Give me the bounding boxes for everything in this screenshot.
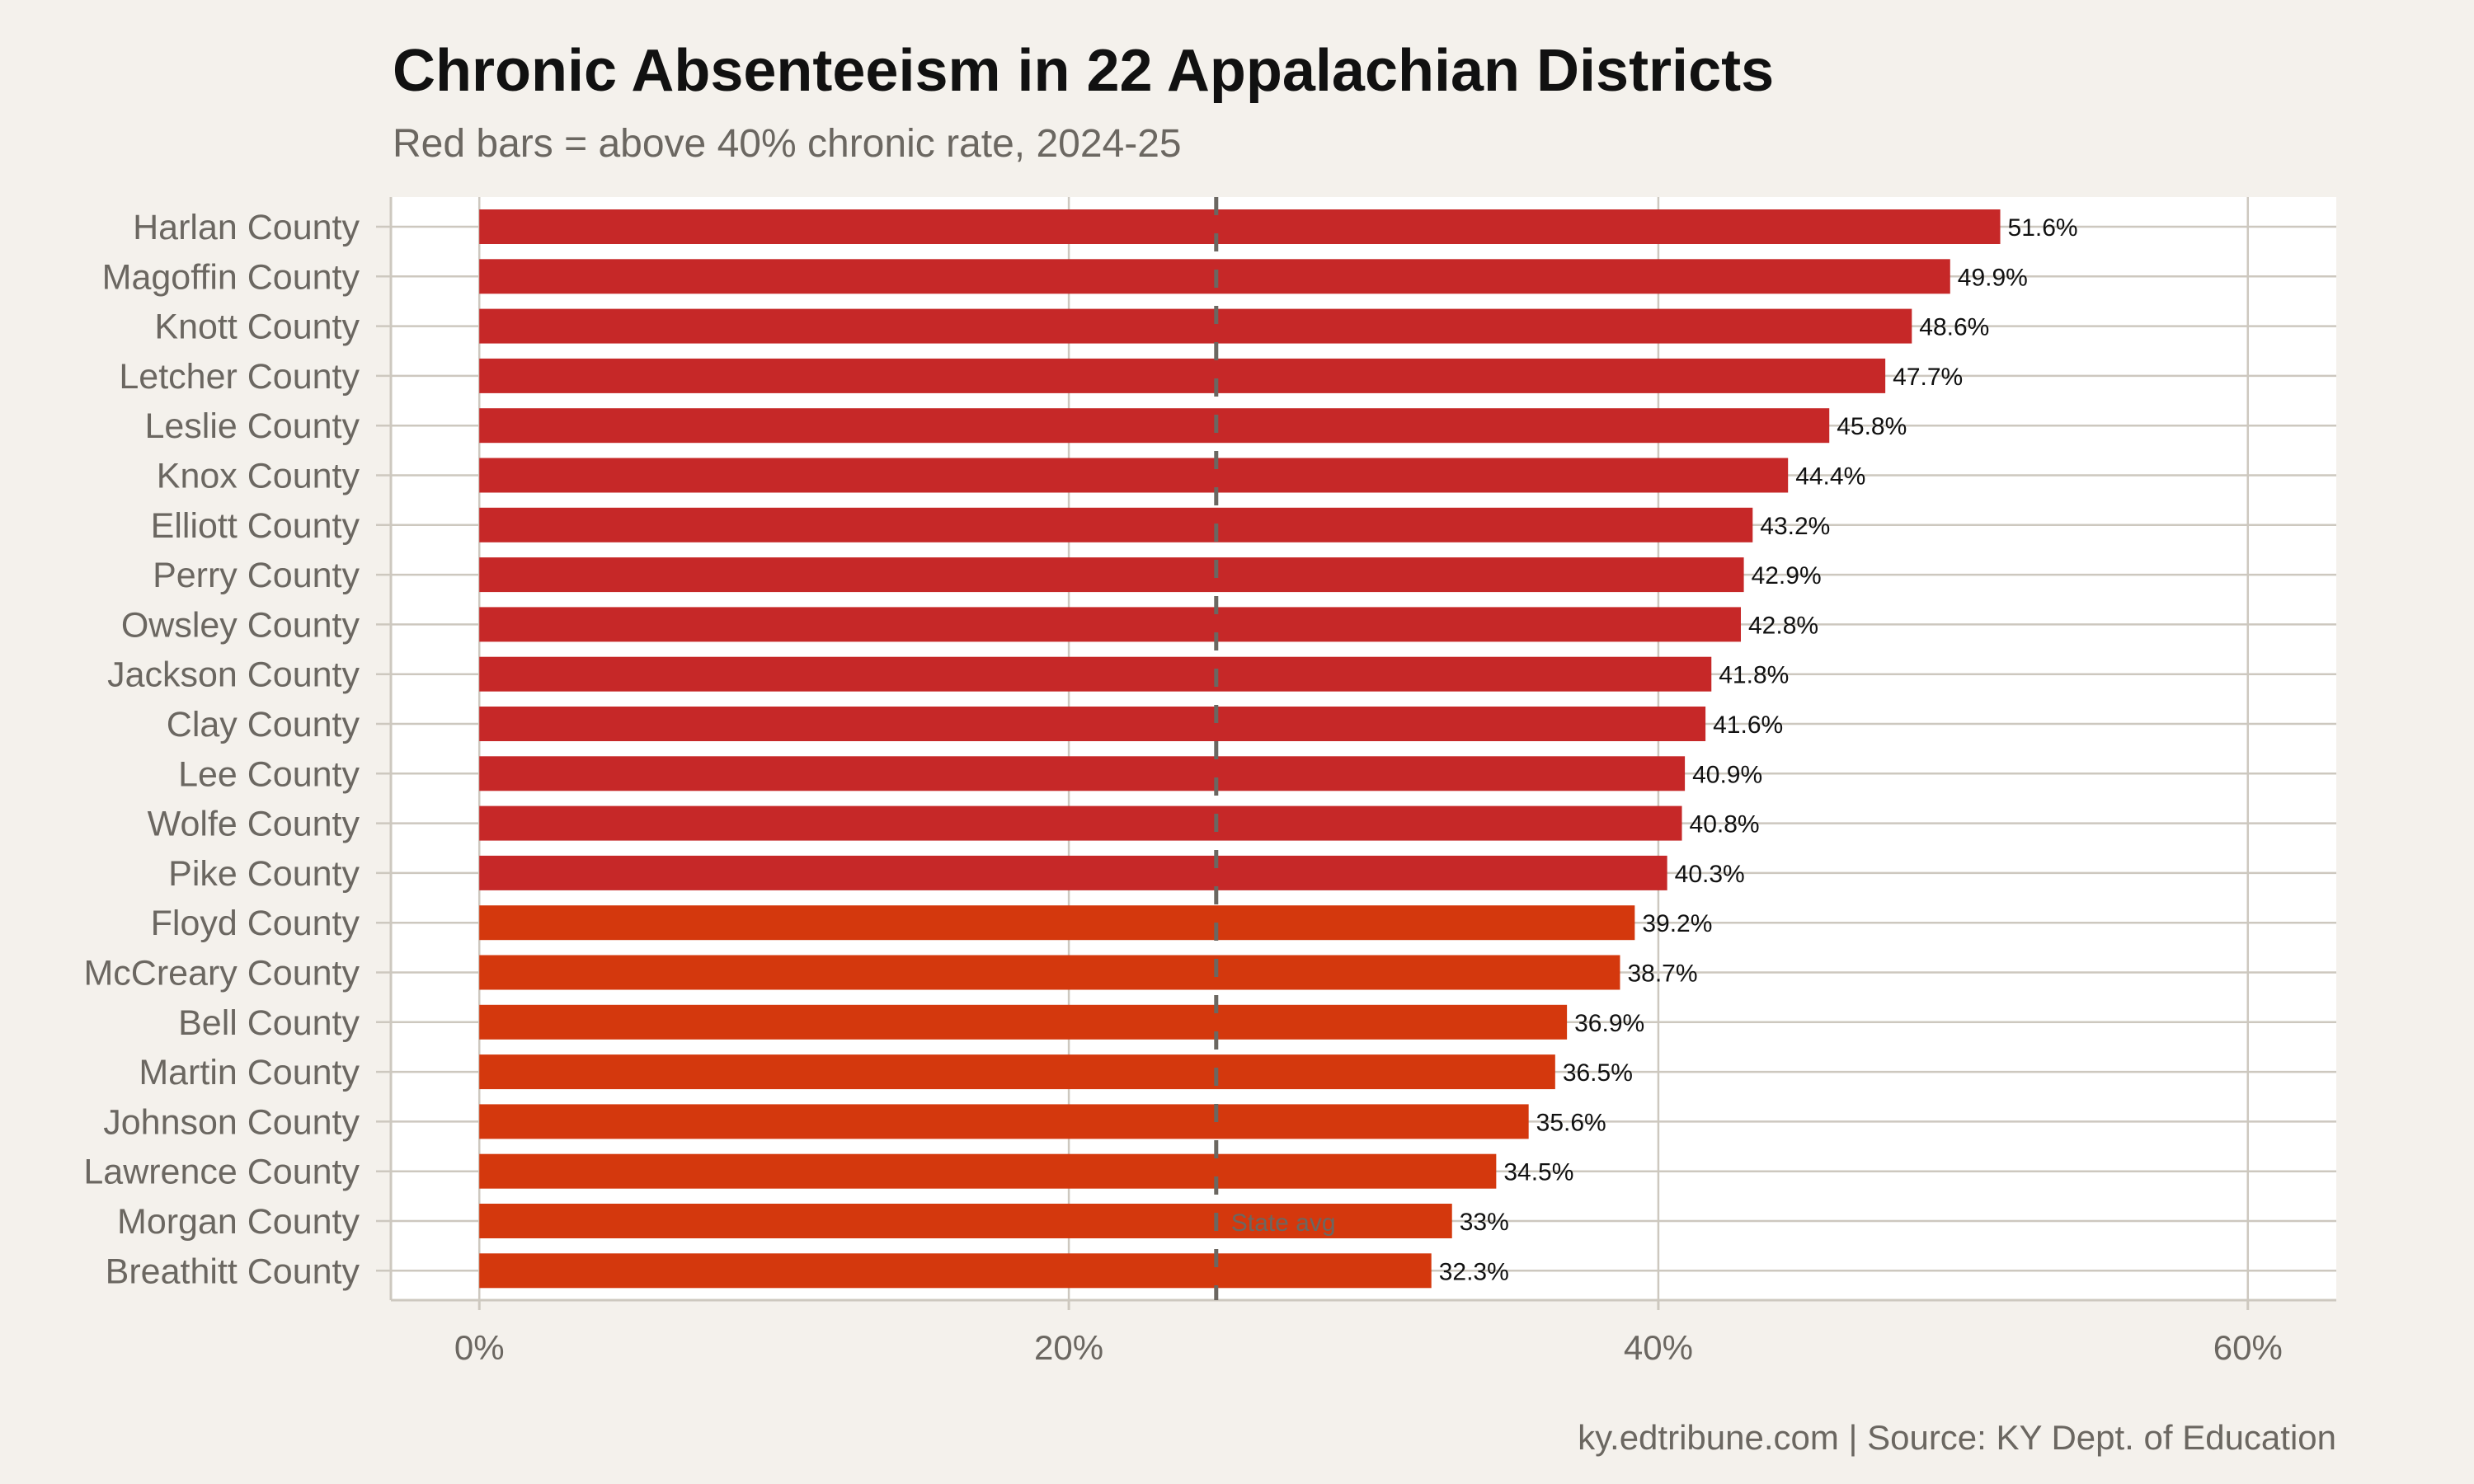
bar <box>479 805 1682 841</box>
bar <box>479 1204 1452 1238</box>
value-label: 40.3% <box>1675 861 1745 888</box>
bar <box>479 905 1635 941</box>
y-tick-label: Clay County <box>167 705 360 744</box>
y-tick-label: Knox County <box>157 457 360 496</box>
x-tick-label: 20% <box>1034 1328 1103 1367</box>
bar <box>479 458 1789 493</box>
bar <box>479 507 1753 542</box>
y-tick-label: Elliott County <box>151 506 360 546</box>
y-tick-label: Bell County <box>178 1003 360 1043</box>
x-tick-label: 60% <box>2213 1328 2283 1367</box>
value-label: 45.8% <box>1837 413 1907 440</box>
value-label: 47.7% <box>1893 364 1963 391</box>
bar <box>479 1054 1555 1090</box>
bar <box>479 1153 1497 1189</box>
bar <box>479 955 1620 990</box>
x-tick-label: 0% <box>454 1328 505 1367</box>
bar <box>479 557 1744 593</box>
value-label: 41.6% <box>1713 711 1783 739</box>
state-average-label: State avg <box>1231 1209 1336 1237</box>
bar <box>479 1004 1568 1040</box>
y-tick-label: Lee County <box>178 754 360 794</box>
bar <box>479 707 1706 741</box>
bar <box>479 607 1742 642</box>
bar <box>479 855 1667 890</box>
y-tick-label: Perry County <box>153 556 360 595</box>
value-label: 43.2% <box>1760 513 1830 540</box>
x-tick-label: 40% <box>1624 1328 1693 1367</box>
y-tick-label: Johnson County <box>103 1102 360 1142</box>
value-label: 49.9% <box>1958 264 2028 291</box>
value-label: 33% <box>1460 1209 1509 1236</box>
bar <box>479 308 1912 344</box>
y-tick-label: Lawrence County <box>83 1153 360 1192</box>
bar <box>479 1104 1529 1139</box>
bar <box>479 1253 1432 1289</box>
value-label: 40.9% <box>1692 761 1762 788</box>
y-tick-label: Harlan County <box>133 208 360 247</box>
value-label: 44.4% <box>1795 463 1865 491</box>
y-tick-label: Wolfe County <box>148 805 360 844</box>
y-tick-label: Martin County <box>139 1053 360 1092</box>
value-label: 34.5% <box>1503 1159 1573 1186</box>
value-label: 39.2% <box>1642 910 1712 937</box>
value-label: 40.8% <box>1690 811 1760 838</box>
value-label: 42.8% <box>1748 612 1818 639</box>
value-label: 36.9% <box>1574 1010 1644 1037</box>
value-label: 48.6% <box>1919 314 1989 341</box>
value-label: 41.8% <box>1719 662 1789 689</box>
chart-title: Chronic Absenteeism in 22 Appalachian Di… <box>393 38 1774 104</box>
y-tick-label: Knott County <box>154 308 360 347</box>
value-label: 36.5% <box>1563 1059 1633 1087</box>
y-tick-label: Floyd County <box>151 904 360 943</box>
y-tick-label: Letcher County <box>119 357 360 397</box>
y-tick-label: Owsley County <box>121 605 360 645</box>
bar <box>479 358 1886 393</box>
bar <box>479 756 1686 791</box>
value-label: 35.6% <box>1536 1109 1606 1136</box>
value-label: 42.9% <box>1752 562 1822 589</box>
y-tick-label: Leslie County <box>144 406 360 446</box>
y-tick-label: Morgan County <box>117 1202 360 1242</box>
y-tick-label: Magoffin County <box>102 257 360 297</box>
y-tick-label: Breathitt County <box>106 1252 360 1291</box>
bar <box>479 408 1830 444</box>
chart-subtitle: Red bars = above 40% chronic rate, 2024-… <box>393 122 1182 166</box>
bar <box>479 209 2001 244</box>
bar <box>479 656 1712 692</box>
value-label: 32.3% <box>1439 1258 1509 1285</box>
y-tick-label: McCreary County <box>83 954 360 993</box>
value-label: 38.7% <box>1627 960 1697 988</box>
y-tick-label: Pike County <box>168 854 360 894</box>
y-tick-label: Jackson County <box>107 655 360 695</box>
chart-caption: ky.edtribune.com | Source: KY Dept. of E… <box>1578 1418 2336 1457</box>
value-label: 51.6% <box>2008 214 2078 242</box>
